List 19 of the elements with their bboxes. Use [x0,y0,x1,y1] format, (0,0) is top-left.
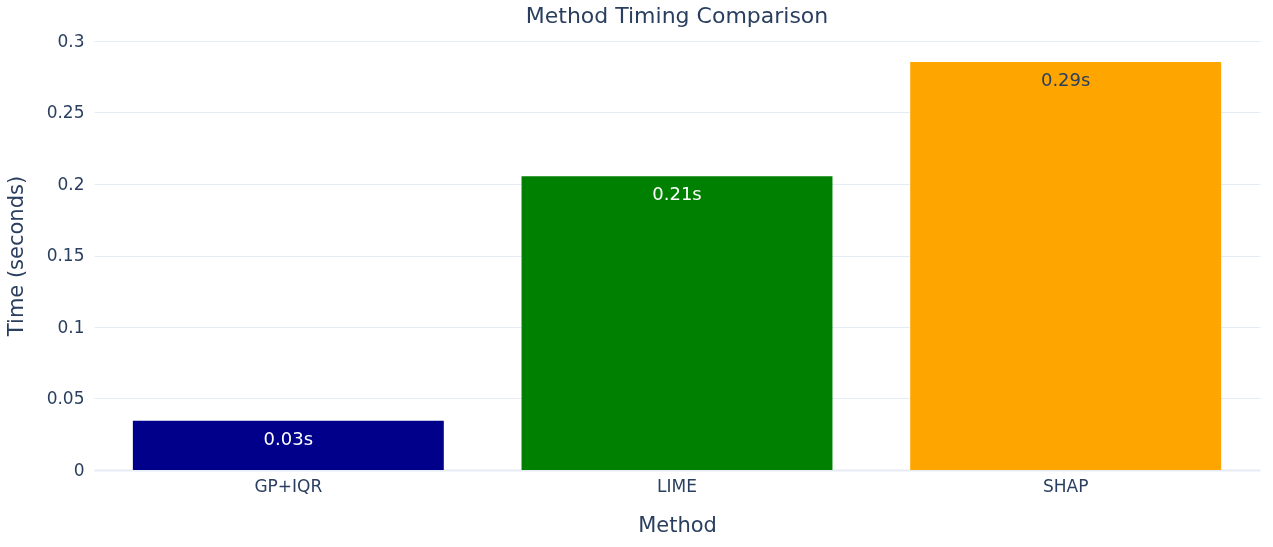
bar [521,176,833,470]
data-label: 0.03s [263,427,314,449]
data-label: 0.29s [1040,68,1091,90]
y-tick-label: 0.3 [57,30,85,51]
y-tick-label: 0 [73,459,85,480]
y-tick-label: 0.2 [57,173,85,194]
x-tick-label: SHAP [1042,475,1089,496]
y-tick-label: 0.05 [46,388,85,408]
y-tick-label: 0.15 [46,245,85,265]
y-axis-title: Time (seconds) [3,175,28,338]
bar [910,61,1222,470]
bar [132,420,444,470]
x-tick-label: LIME [657,475,697,496]
x-axis-title: Method [638,512,717,537]
y-tick-label: 0.25 [46,102,85,122]
y-tick-label: 0.1 [57,316,85,337]
x-tick-label: GP+IQR [254,475,323,496]
chart-title: Method Timing Comparison [525,3,829,28]
data-label: 0.21s [652,183,702,205]
